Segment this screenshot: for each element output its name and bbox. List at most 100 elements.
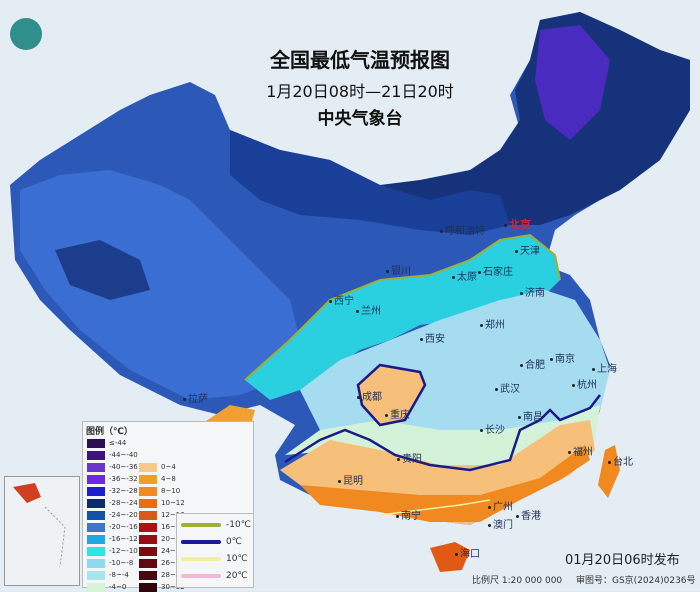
northeast-extreme-zone — [535, 25, 610, 140]
legend-title: 图例（℃） — [86, 427, 133, 437]
legend-item: 30~32 — [139, 582, 185, 592]
city-label: 西宁 — [329, 292, 354, 307]
legend-item: -20~-16 — [87, 522, 138, 532]
legend-item: 26~28 — [139, 558, 185, 568]
isoline-legend-item: 10℃ — [181, 554, 248, 564]
isoline-legend-item: 0℃ — [181, 537, 242, 547]
map-title: 全国最低气温预报图 — [270, 48, 450, 72]
city-label: 郑州 — [480, 316, 505, 331]
city-label: 成都 — [357, 388, 382, 403]
legend-item: -32~-28 — [87, 486, 138, 496]
south-china-sea-inset — [4, 476, 80, 586]
legend-swatch — [87, 450, 105, 460]
legend-swatch — [139, 498, 157, 508]
city-label: 澳门 — [488, 516, 513, 531]
city-label: 太原 — [452, 268, 477, 283]
legend-item: 16~20 — [139, 522, 185, 532]
legend-label: -8~-4 — [109, 571, 129, 579]
legend-label: 12~16 — [161, 511, 185, 519]
south-orange-zone — [300, 445, 590, 522]
city-label: 香港 — [516, 507, 541, 522]
map-period: 1月20日08时—21日20时 — [266, 82, 454, 101]
legend-item: -40~-36 — [87, 462, 138, 472]
legend-item: -8~-4 — [87, 570, 129, 580]
legend-label: -32~-28 — [109, 487, 138, 495]
legend-swatch — [87, 510, 105, 520]
legend-label: -36~-32 — [109, 475, 138, 483]
legend-label: -28~-24 — [109, 499, 138, 507]
western-zone — [20, 170, 300, 400]
legend-item: 12~16 — [139, 510, 185, 520]
city-label: 海口 — [455, 545, 480, 560]
legend-item: -36~-32 — [87, 474, 138, 484]
legend-item: -10~-8 — [87, 558, 133, 568]
legend-swatch — [87, 498, 105, 508]
isoline-label: 20℃ — [226, 571, 248, 581]
city-label: 南昌 — [518, 408, 543, 423]
city-label: 南宁 — [396, 507, 421, 522]
legend-swatch — [139, 546, 157, 556]
legend-label: -10~-8 — [109, 559, 134, 567]
cma-logo-icon — [10, 18, 42, 50]
legend-swatch — [139, 522, 157, 532]
legend-swatch — [139, 510, 157, 520]
legend-swatch — [87, 558, 105, 568]
city-label: 福州 — [568, 443, 593, 458]
isoline-legend-item: -10℃ — [181, 520, 251, 530]
legend-swatch — [139, 558, 157, 568]
isoline-0 — [284, 394, 601, 472]
legend-item: -12~-10 — [87, 546, 138, 556]
review-number: 审图号：GS京(2024)0236号 — [576, 576, 696, 586]
legend-item: -28~-24 — [87, 498, 138, 508]
legend-item: ≤-44 — [87, 438, 126, 448]
legend-label: -20~-16 — [109, 523, 138, 531]
tibet-dark-patch — [55, 240, 150, 300]
legend-swatch — [87, 462, 105, 472]
city-label: 贵阳 — [397, 450, 422, 465]
legend-label: -40~-36 — [109, 463, 138, 471]
city-label: 北京 — [504, 216, 531, 232]
legend-item: 0~4 — [139, 462, 176, 472]
legend-item: 10~12 — [139, 498, 185, 508]
legend-label: 24~26 — [161, 547, 185, 555]
city-label: 拉萨 — [183, 390, 208, 405]
isoline-swatch — [181, 557, 221, 561]
legend-swatch — [87, 534, 105, 544]
city-label: 广州 — [488, 498, 513, 513]
legend-label: 8~10 — [161, 487, 181, 495]
legend-swatch — [87, 522, 105, 532]
legend-label: 4~8 — [161, 475, 176, 483]
isoline-label: -10℃ — [226, 520, 251, 530]
legend-label: 10~12 — [161, 499, 185, 507]
legend-label: -12~-10 — [109, 547, 138, 555]
city-label: 长沙 — [480, 421, 505, 436]
isoline-label: 0℃ — [226, 537, 242, 547]
legend-label: -4~0 — [109, 583, 127, 591]
isoline-swatch — [181, 540, 221, 544]
legend-label: 16~20 — [161, 523, 185, 531]
isoline-legend-item: 20℃ — [181, 571, 248, 581]
city-label: 呼和浩特 — [440, 222, 485, 237]
legend-label: 0~4 — [161, 463, 176, 471]
mongolia-band — [230, 130, 510, 235]
legend-swatch — [87, 438, 105, 448]
city-label: 昆明 — [338, 472, 363, 487]
map-scale: 比例尺 1:20 000 000 — [472, 576, 563, 586]
legend-item: 28~30 — [139, 570, 185, 580]
legend-label: -44~-40 — [109, 451, 138, 459]
isoline-legend: -10℃ 0℃ 10℃ 20℃ — [176, 513, 254, 588]
legend-item: 4~8 — [139, 474, 176, 484]
legend-label: -16~-12 — [109, 535, 138, 543]
legend-swatch — [139, 570, 157, 580]
legend-label: -24~-20 — [109, 511, 138, 519]
city-label: 石家庄 — [478, 263, 513, 278]
legend-item: -44~-40 — [87, 450, 138, 460]
city-label: 上海 — [592, 360, 617, 375]
legend-label: 28~30 — [161, 571, 185, 579]
city-label: 天津 — [515, 242, 540, 257]
city-label: 台北 — [608, 453, 633, 468]
isoline-label: 10℃ — [226, 554, 248, 564]
legend-item: 24~26 — [139, 546, 185, 556]
isoline-swatch — [181, 574, 221, 578]
legend-item: 20~24 — [139, 534, 185, 544]
